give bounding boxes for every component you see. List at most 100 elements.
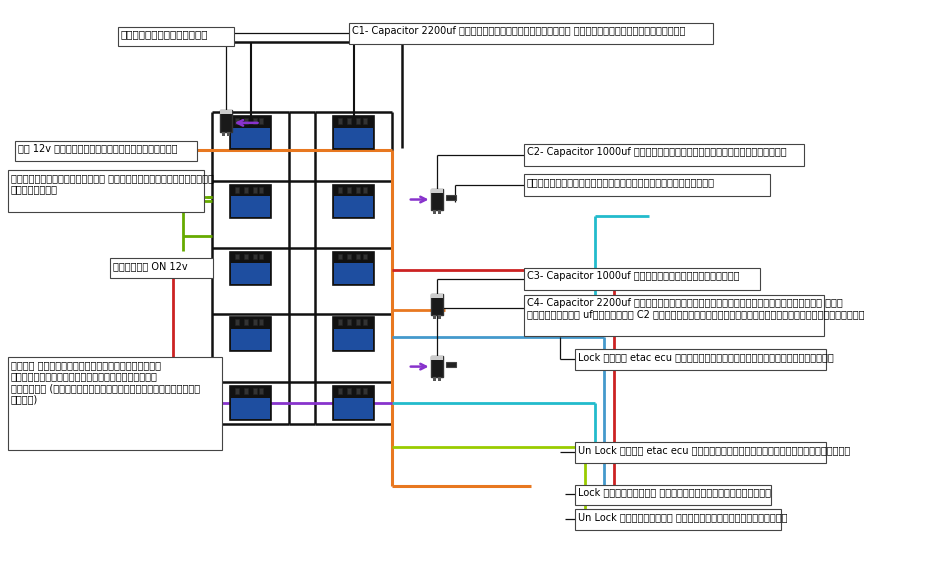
Text: ไฟ 12v ที่มีการจ่ายกระแสตลอด: ไฟ 12v ที่มีการจ่ายกระแสตลอด — [18, 143, 178, 154]
FancyBboxPatch shape — [347, 187, 351, 193]
Text: Un Lock ฝั่ง etac ecu ไฟที่ออกมาเป็นชั่วครั้งคั้ง: Un Lock ฝั่ง etac ecu ไฟที่ออกมาเป็นชั่ว… — [578, 445, 850, 455]
FancyBboxPatch shape — [231, 197, 270, 217]
FancyBboxPatch shape — [355, 187, 360, 193]
FancyBboxPatch shape — [575, 485, 771, 505]
FancyBboxPatch shape — [230, 386, 272, 419]
FancyBboxPatch shape — [433, 378, 436, 382]
FancyBboxPatch shape — [523, 174, 770, 195]
FancyBboxPatch shape — [259, 118, 263, 124]
FancyBboxPatch shape — [230, 116, 272, 150]
FancyBboxPatch shape — [363, 388, 367, 394]
FancyBboxPatch shape — [363, 254, 367, 260]
FancyBboxPatch shape — [231, 128, 270, 148]
FancyBboxPatch shape — [244, 118, 248, 124]
FancyBboxPatch shape — [431, 356, 444, 360]
FancyBboxPatch shape — [235, 319, 238, 325]
FancyBboxPatch shape — [110, 258, 213, 278]
FancyBboxPatch shape — [363, 118, 367, 124]
FancyBboxPatch shape — [244, 187, 248, 193]
FancyBboxPatch shape — [231, 398, 270, 419]
FancyBboxPatch shape — [227, 132, 230, 136]
FancyBboxPatch shape — [333, 386, 374, 419]
FancyBboxPatch shape — [431, 294, 444, 316]
FancyBboxPatch shape — [259, 319, 263, 325]
FancyBboxPatch shape — [333, 317, 374, 351]
FancyBboxPatch shape — [235, 388, 238, 394]
FancyBboxPatch shape — [259, 254, 263, 260]
FancyBboxPatch shape — [523, 144, 804, 166]
Text: ไดโอดป้องกันไม่ให้กระแสไฟไหลกลับ: ไดโอดป้องกันไม่ให้กระแสไฟไหลกลับ — [527, 177, 714, 187]
FancyBboxPatch shape — [235, 118, 238, 124]
FancyBboxPatch shape — [431, 189, 444, 210]
FancyBboxPatch shape — [253, 319, 256, 325]
FancyBboxPatch shape — [347, 118, 351, 124]
FancyBboxPatch shape — [523, 295, 824, 336]
FancyBboxPatch shape — [231, 264, 270, 284]
FancyBboxPatch shape — [575, 442, 826, 463]
Text: C1- Capacitor 2200uf หรือมากกว่านี้ก็ได้ ใช้หน่วงไฟประตูแล้ว: C1- Capacitor 2200uf หรือมากกว่านี้ก็ได้… — [352, 26, 685, 36]
FancyBboxPatch shape — [338, 118, 342, 124]
FancyBboxPatch shape — [347, 388, 351, 394]
Text: C2- Capacitor 1000uf ทำหน้าที่สั่งคุมประตูประตู: C2- Capacitor 1000uf ทำหน้าที่สั่งคุมประ… — [527, 147, 787, 158]
Text: Lock ฝั่ง etac ecu ไฟที่ออกมาเป็นชั่วครั้งคั้ง: Lock ฝั่ง etac ecu ไฟที่ออกมาเป็นชั่วครั… — [578, 352, 834, 362]
FancyBboxPatch shape — [333, 185, 374, 218]
FancyBboxPatch shape — [230, 317, 272, 351]
FancyBboxPatch shape — [355, 118, 360, 124]
FancyBboxPatch shape — [253, 187, 256, 193]
FancyBboxPatch shape — [446, 362, 456, 367]
FancyBboxPatch shape — [118, 26, 234, 46]
FancyBboxPatch shape — [575, 349, 826, 370]
FancyBboxPatch shape — [431, 294, 444, 298]
FancyBboxPatch shape — [438, 210, 441, 214]
FancyBboxPatch shape — [431, 189, 444, 193]
FancyBboxPatch shape — [349, 22, 712, 44]
FancyBboxPatch shape — [338, 388, 342, 394]
FancyBboxPatch shape — [446, 195, 456, 200]
FancyBboxPatch shape — [8, 170, 204, 213]
FancyBboxPatch shape — [363, 187, 367, 193]
FancyBboxPatch shape — [438, 316, 441, 319]
FancyBboxPatch shape — [334, 197, 373, 217]
FancyBboxPatch shape — [220, 110, 232, 132]
FancyBboxPatch shape — [338, 254, 342, 260]
Text: สายเช็คประตูแล้ว ถ้าประตูแล้วระบบจะ
ไม่ทำงาน: สายเช็คประตูแล้ว ถ้าประตูแล้วระบบจะ ไม่ท… — [10, 173, 214, 195]
Text: เบรค เส้นนี้จะจ่ายสัญญาณลบ
ตลอดเมื่อกดเบรคจะทำการตัด
สัญญาณ (จากที่ผมใช้มิเตอร์ว: เบรค เส้นนี้จะจ่ายสัญญาณลบ ตลอดเมื่อกดเบ… — [10, 360, 199, 405]
Text: C4- Capacitor 2200uf เพื่อตัดระบบเซ็นทรัลล็อคจากประตู และ
ต้องมีค่า ufมากกว่า C2: C4- Capacitor 2200uf เพื่อตัดระบบเซ็นทรั… — [527, 298, 864, 319]
FancyBboxPatch shape — [8, 357, 222, 450]
FancyBboxPatch shape — [433, 210, 436, 214]
FancyBboxPatch shape — [433, 316, 436, 319]
FancyBboxPatch shape — [334, 398, 373, 419]
FancyBboxPatch shape — [355, 388, 360, 394]
Text: Un Lock ฝั่งประตู จ่ายไฟชั่วครั้งคั้ง: Un Lock ฝั่งประตู จ่ายไฟชั่วครั้งคั้ง — [578, 512, 788, 522]
FancyBboxPatch shape — [333, 252, 374, 285]
FancyBboxPatch shape — [253, 254, 256, 260]
FancyBboxPatch shape — [334, 128, 373, 148]
FancyBboxPatch shape — [253, 118, 256, 124]
FancyBboxPatch shape — [355, 254, 360, 260]
FancyBboxPatch shape — [222, 132, 225, 136]
FancyBboxPatch shape — [244, 319, 248, 325]
FancyBboxPatch shape — [431, 356, 444, 378]
Text: กราวด์ลงตัวถัง: กราวด์ลงตัวถัง — [121, 29, 208, 40]
FancyBboxPatch shape — [220, 110, 232, 114]
FancyBboxPatch shape — [347, 319, 351, 325]
FancyBboxPatch shape — [338, 319, 342, 325]
FancyBboxPatch shape — [259, 187, 263, 193]
Text: C3- Capacitor 1000uf หน่วงเวลาประตูแล้ว: C3- Capacitor 1000uf หน่วงเวลาประตูแล้ว — [527, 271, 739, 281]
FancyBboxPatch shape — [15, 140, 197, 161]
FancyBboxPatch shape — [438, 378, 441, 382]
FancyBboxPatch shape — [355, 319, 360, 325]
Text: Lock ฝั่งประตู จ่ายไฟชั่วครั้งคั้ง: Lock ฝั่งประตู จ่ายไฟชั่วครั้งคั้ง — [578, 488, 770, 497]
FancyBboxPatch shape — [231, 329, 270, 350]
FancyBboxPatch shape — [244, 388, 248, 394]
FancyBboxPatch shape — [334, 264, 373, 284]
FancyBboxPatch shape — [363, 319, 367, 325]
FancyBboxPatch shape — [523, 268, 760, 290]
FancyBboxPatch shape — [230, 185, 272, 218]
FancyBboxPatch shape — [347, 254, 351, 260]
FancyBboxPatch shape — [253, 388, 256, 394]
FancyBboxPatch shape — [259, 388, 263, 394]
FancyBboxPatch shape — [575, 509, 781, 530]
FancyBboxPatch shape — [244, 254, 248, 260]
FancyBboxPatch shape — [334, 329, 373, 350]
